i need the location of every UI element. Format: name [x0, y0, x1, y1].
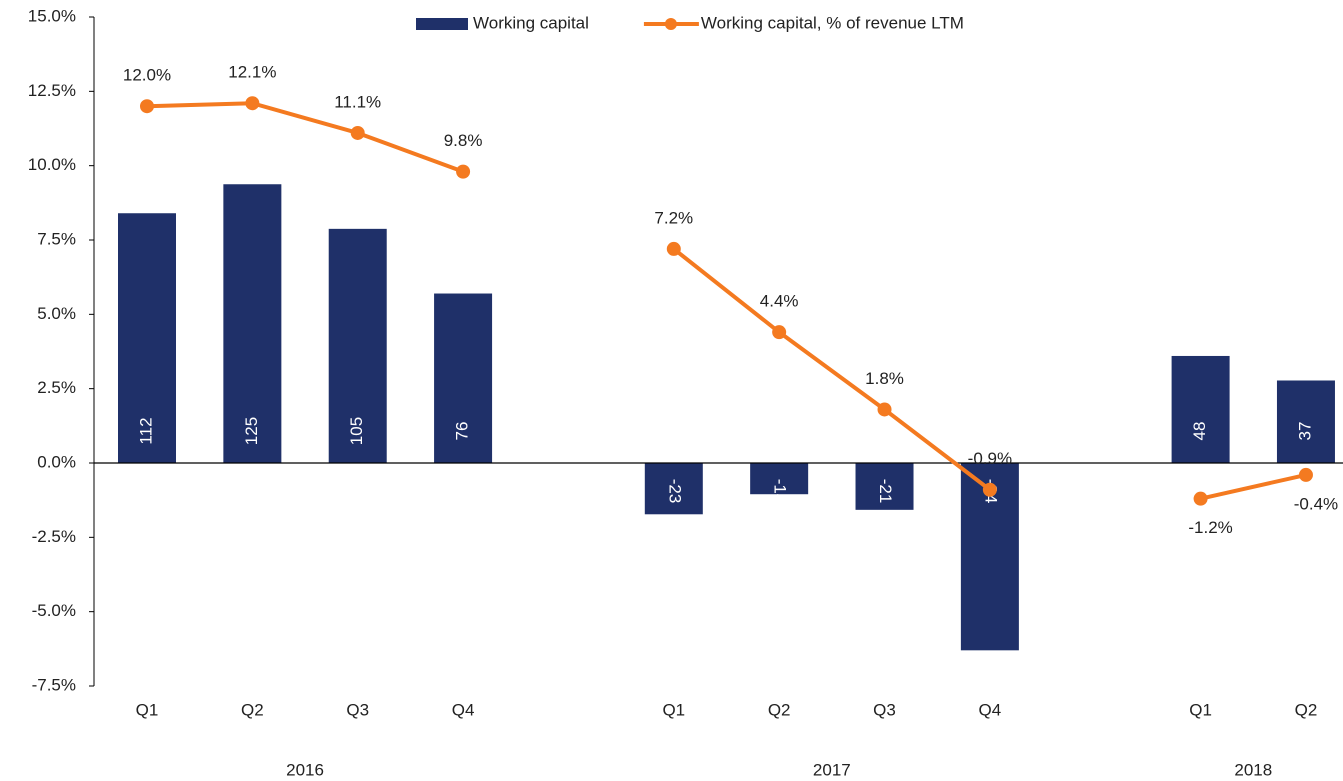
bar-label: 112: [136, 417, 155, 444]
bar: [1276, 380, 1335, 463]
bar-label: -21: [876, 479, 895, 504]
bar-label: -14: [771, 479, 790, 504]
y-tick-label: 2.5%: [37, 378, 76, 397]
line-label: -1.2%: [1188, 518, 1232, 537]
line-point: [877, 402, 892, 417]
y-tick-label: -5.0%: [32, 601, 76, 620]
bar-label: 125: [242, 417, 261, 445]
line: [1200, 472, 1307, 501]
bar-label: 76: [453, 422, 472, 441]
y-tick-label: -7.5%: [32, 675, 76, 694]
x-tick-label: Q2: [768, 700, 791, 719]
line-point: [1193, 491, 1208, 506]
line-label: 4.4%: [760, 292, 799, 311]
bar-label: 105: [347, 417, 366, 445]
line-label: -0.9%: [968, 449, 1012, 468]
bar-label: 37: [1295, 422, 1314, 441]
y-tick-label: -2.5%: [32, 527, 76, 546]
bar: [118, 213, 176, 463]
line-point: [456, 164, 471, 179]
bar: [328, 228, 387, 463]
line-point: [245, 96, 260, 111]
bar-label: -23: [665, 479, 684, 504]
group-label: 2016: [286, 760, 324, 779]
x-tick-label: Q3: [873, 700, 896, 719]
y-tick-label: 10.0%: [28, 155, 76, 174]
line-point: [772, 325, 787, 340]
legend-label: Working capital, % of revenue LTM: [701, 13, 964, 32]
line: [672, 247, 992, 492]
line-label: 7.2%: [654, 208, 693, 227]
line-point: [1298, 467, 1313, 482]
bar: [223, 184, 282, 463]
x-tick-label: Q4: [452, 700, 475, 719]
bar: [855, 463, 914, 510]
line-label: 1.8%: [865, 369, 904, 388]
x-tick-label: Q4: [979, 700, 1002, 719]
x-tick-label: Q2: [1295, 700, 1318, 719]
group-label: 2018: [1234, 760, 1272, 779]
x-tick-label: Q1: [136, 700, 159, 719]
legend-label: Working capital: [473, 13, 589, 32]
y-tick-label: 7.5%: [37, 229, 76, 248]
y-tick-label: 5.0%: [37, 304, 76, 323]
bar: [750, 463, 809, 495]
x-tick-label: Q1: [662, 700, 685, 719]
bar: [644, 463, 703, 515]
line-point: [350, 125, 365, 140]
bar: [1171, 355, 1230, 463]
x-tick-label: Q1: [1189, 700, 1212, 719]
y-tick-label: 12.5%: [28, 81, 76, 100]
line-point: [666, 241, 681, 256]
line-label: 12.0%: [123, 66, 171, 85]
line-label: 11.1%: [334, 92, 381, 111]
bar: [434, 293, 493, 463]
legend-swatch: [416, 18, 468, 30]
line-label: 9.8%: [444, 131, 483, 150]
y-tick-label: 15.0%: [28, 6, 76, 25]
y-tick-label: 0.0%: [37, 452, 76, 471]
legend-swatch-dot: [664, 18, 677, 30]
line-label: -0.4%: [1294, 494, 1338, 513]
bar-label: 48: [1190, 422, 1209, 441]
x-tick-label: Q2: [241, 700, 264, 719]
line-point: [140, 99, 154, 114]
line-point: [982, 482, 997, 497]
line: [146, 101, 464, 174]
group-label: 2017: [813, 760, 851, 779]
x-tick-label: Q3: [346, 700, 369, 719]
line-label: 12.1%: [228, 63, 276, 82]
